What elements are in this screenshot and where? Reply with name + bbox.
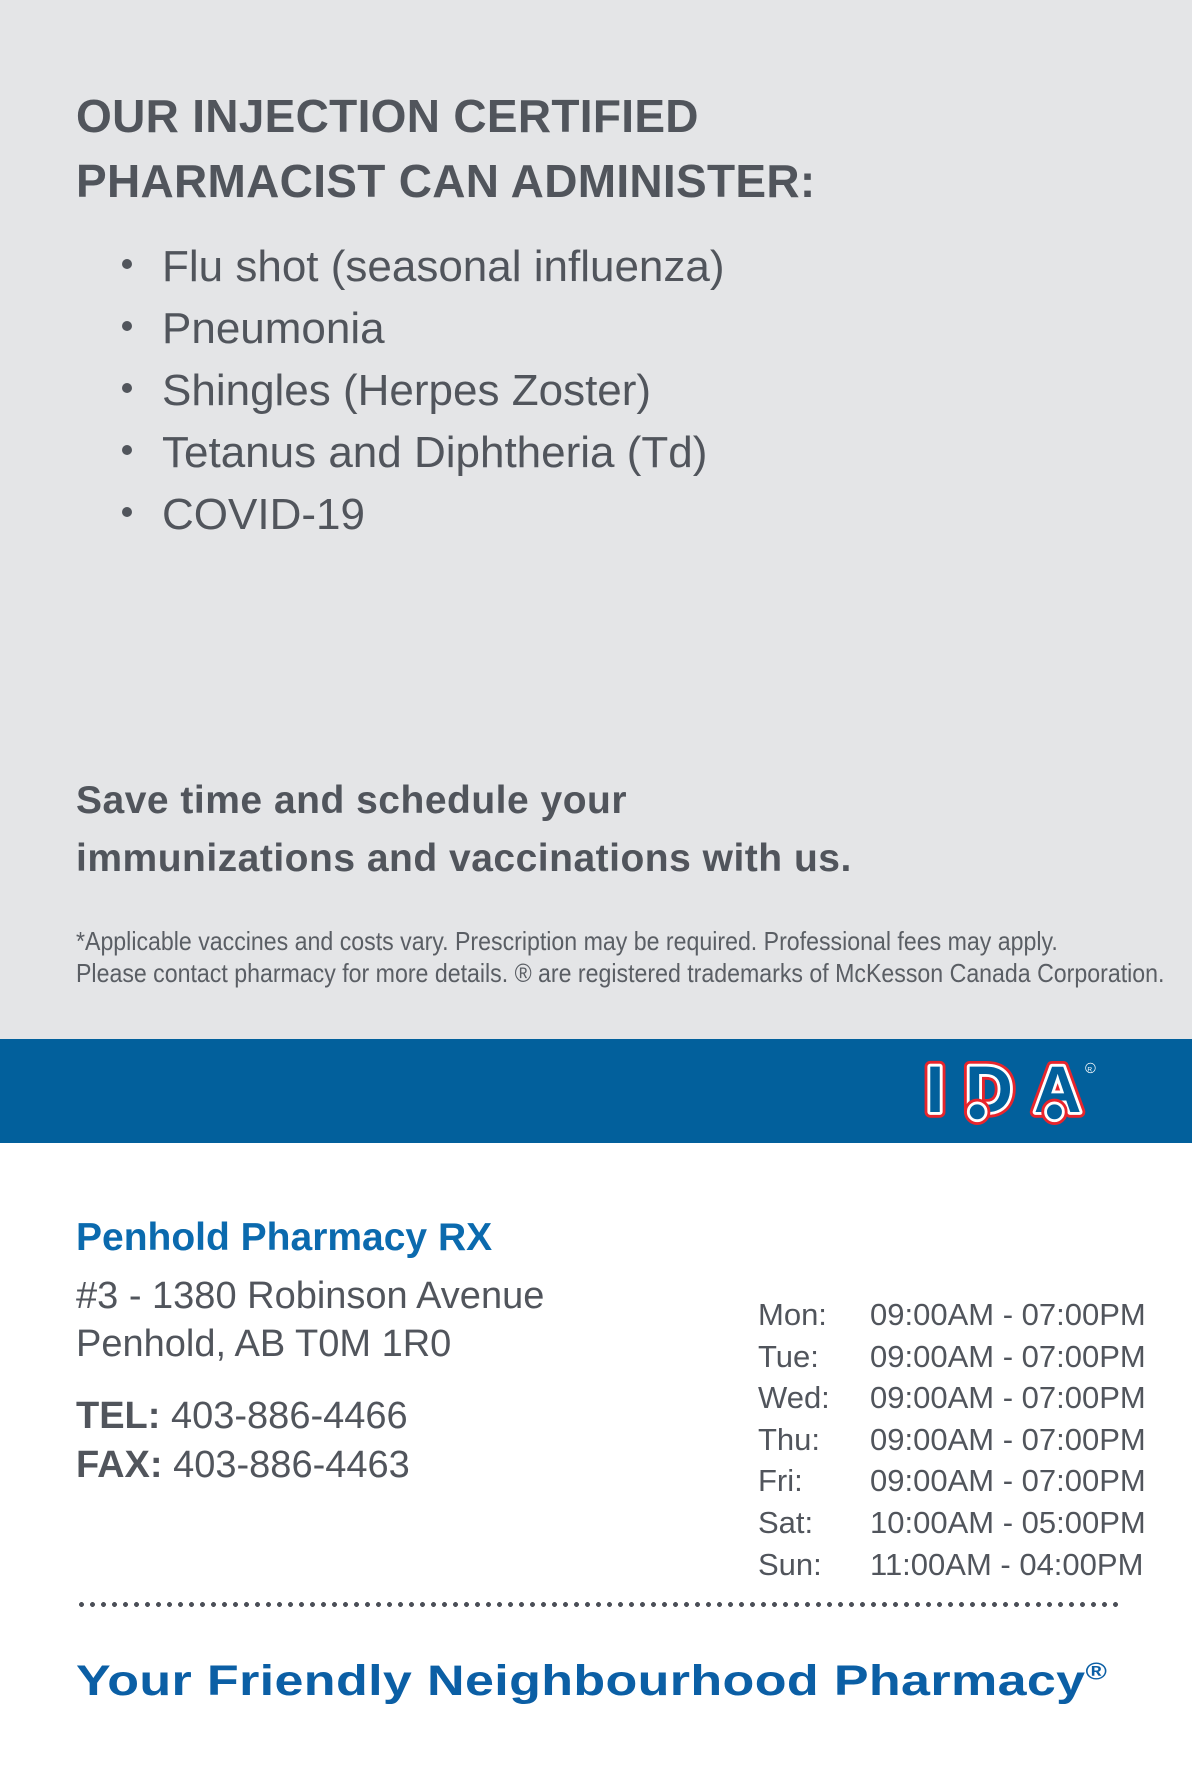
svg-text:R: R xyxy=(1087,1066,1092,1073)
svg-text:IDA: IDA xyxy=(926,1052,1103,1125)
